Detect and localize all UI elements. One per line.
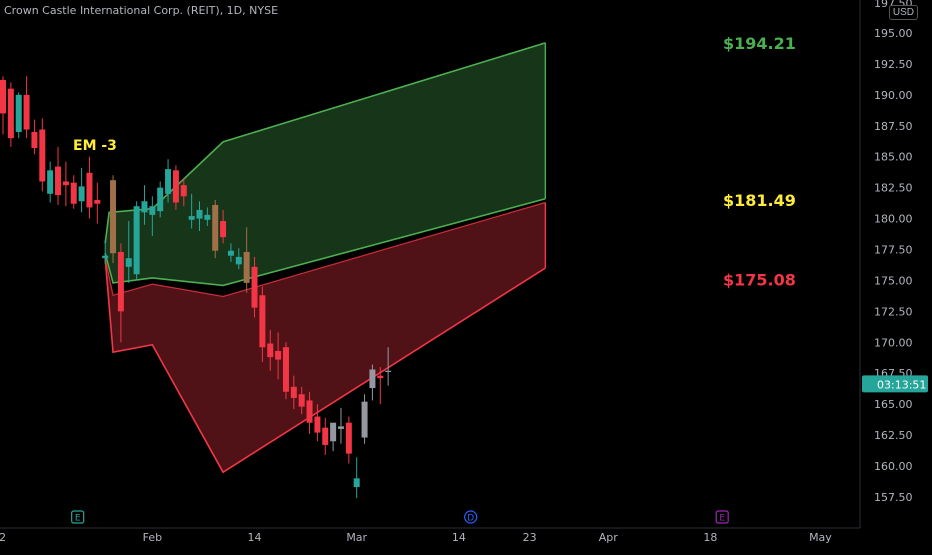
y-tick-label: 190.00 <box>874 89 913 102</box>
y-tick-label: 160.00 <box>874 460 913 473</box>
earnings-marker-icon[interactable] <box>71 510 85 524</box>
candle-body[interactable] <box>314 416 321 433</box>
candle-body[interactable] <box>385 370 392 372</box>
candle-body[interactable] <box>15 94 22 132</box>
candle-body[interactable] <box>117 251 124 312</box>
candle-body[interactable] <box>23 94 30 130</box>
currency-button[interactable]: USD <box>888 5 918 20</box>
candle-body[interactable] <box>31 131 38 149</box>
x-tick-label: Mar <box>346 531 367 544</box>
candle-body[interactable] <box>78 186 85 202</box>
candle-body[interactable] <box>62 181 69 186</box>
x-tick-label: 18 <box>703 531 717 544</box>
candle-body[interactable] <box>259 295 266 348</box>
x-tick-label: Apr <box>599 531 619 544</box>
candle-body[interactable] <box>149 206 156 215</box>
y-tick-label: 185.00 <box>874 151 913 164</box>
em-label: EM -3 <box>73 138 117 154</box>
candle-body[interactable] <box>47 170 54 194</box>
mid-upper-line <box>104 198 546 287</box>
y-tick-label: 162.50 <box>874 429 913 442</box>
candle-body[interactable] <box>282 347 289 392</box>
band-price-label: $181.49 <box>723 191 796 210</box>
candle-body[interactable] <box>0 80 6 114</box>
price-tag-box <box>862 375 928 393</box>
candle-body[interactable] <box>94 200 101 204</box>
candle-body[interactable] <box>235 256 242 265</box>
y-tick-label: 165.00 <box>874 398 913 411</box>
x-tick-label: 23 <box>523 531 537 544</box>
candle-body[interactable] <box>165 169 172 194</box>
candle-body[interactable] <box>345 422 352 454</box>
event-marker-glyph: E <box>75 514 81 524</box>
candle-body[interactable] <box>55 166 62 196</box>
candle-body[interactable] <box>157 187 164 212</box>
candle-body[interactable] <box>86 172 93 208</box>
dividend-marker-icon[interactable] <box>464 510 478 524</box>
candle-body[interactable] <box>220 221 227 238</box>
y-tick-label: 180.00 <box>874 213 913 226</box>
candle-body[interactable] <box>243 251 250 283</box>
event-marker-glyph: D <box>467 514 474 524</box>
y-tick-label: 192.50 <box>874 58 913 71</box>
candle-body[interactable] <box>290 386 297 398</box>
candle-body[interactable] <box>188 216 195 220</box>
lower-band-fill <box>105 202 546 473</box>
x-tick-label: Feb <box>143 531 162 544</box>
candle-body[interactable] <box>267 343 274 358</box>
band-price-label: $194.21 <box>723 34 796 53</box>
candle-body[interactable] <box>133 206 140 275</box>
candle-body[interactable] <box>330 422 337 442</box>
event-marker-glyph: E <box>719 514 725 524</box>
candle-body[interactable] <box>275 350 282 360</box>
candle-body[interactable] <box>361 401 368 438</box>
candle-body[interactable] <box>337 426 344 429</box>
candle-body[interactable] <box>369 369 376 389</box>
mid-lower-line <box>104 201 546 298</box>
candle-body[interactable] <box>7 88 14 139</box>
candle-body[interactable] <box>180 185 187 197</box>
y-tick-label: 177.50 <box>874 244 913 257</box>
y-tick-label: 182.50 <box>874 182 913 195</box>
candle-body[interactable] <box>212 204 219 251</box>
candle-body[interactable] <box>102 255 109 259</box>
earnings-marker-icon[interactable] <box>715 510 729 524</box>
candle-body[interactable] <box>377 375 384 379</box>
candle-body[interactable] <box>298 394 305 407</box>
x-tick-label: 14 <box>452 531 466 544</box>
lower-band-line <box>104 258 546 474</box>
x-tick-label: May <box>809 531 832 544</box>
price-tag-countdown: 03:13:51 <box>877 378 926 391</box>
x-tick-label: 12 <box>0 531 6 544</box>
y-tick-label: 175.00 <box>874 274 913 287</box>
x-tick-label: 14 <box>248 531 262 544</box>
candle-body[interactable] <box>306 400 313 423</box>
candle-body[interactable] <box>322 427 329 445</box>
chart-title: Crown Castle International Corp. (REIT),… <box>4 4 279 17</box>
candle-body[interactable] <box>353 478 360 488</box>
candle-body[interactable] <box>251 266 258 308</box>
y-tick-label: 157.50 <box>874 491 913 504</box>
y-tick-label: 195.00 <box>874 27 913 40</box>
candle-body[interactable] <box>110 180 117 254</box>
candle-body[interactable] <box>70 182 77 204</box>
candle-body[interactable] <box>227 250 234 256</box>
y-tick-label: 187.50 <box>874 120 913 133</box>
candle-body[interactable] <box>204 214 211 220</box>
candle-body[interactable] <box>172 170 179 203</box>
candle-body[interactable] <box>125 258 132 267</box>
candle-body[interactable] <box>196 209 203 219</box>
candle-body[interactable] <box>141 201 148 213</box>
y-tick-label: 172.50 <box>874 305 913 318</box>
y-tick-label: 170.00 <box>874 336 913 349</box>
band-price-label: $175.08 <box>723 270 796 289</box>
candle-body[interactable] <box>39 129 46 182</box>
